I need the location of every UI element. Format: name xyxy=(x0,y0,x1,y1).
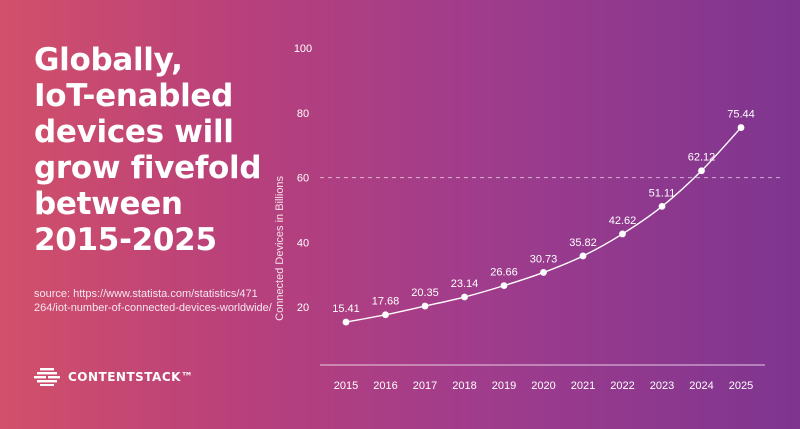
headline: Globally, IoT-enabled devices will grow … xyxy=(34,42,294,258)
y-tick-label: 20 xyxy=(297,302,309,314)
data-point-2025 xyxy=(737,124,745,131)
x-tick-label-2017: 2017 xyxy=(413,380,437,392)
x-tick-label-2023: 2023 xyxy=(650,380,674,392)
source-line-2: 264/iot-number-of-connected-devices-worl… xyxy=(34,302,272,314)
data-label-2023: 51.11 xyxy=(649,187,676,199)
data-point-2023 xyxy=(658,203,666,210)
data-label-2017: 20.35 xyxy=(411,287,439,299)
x-tick-label-2021: 2021 xyxy=(571,380,595,392)
y-axis-ticks: 20 40 60 80 100 xyxy=(294,43,312,314)
y-axis-label: Connected Devices in Billions xyxy=(274,175,286,320)
x-tick-label-2022: 2022 xyxy=(610,380,634,392)
x-tick-label-2020: 2020 xyxy=(531,380,555,392)
data-label-2025: 75.44 xyxy=(727,109,755,121)
x-axis-ticks: 2015 2016 2017 2018 2019 2020 2021 2022 2023 2024… xyxy=(334,380,753,392)
y-tick-label: 100 xyxy=(294,43,312,55)
data-label-2019: 26.66 xyxy=(490,267,518,279)
headline-line-3: devices will xyxy=(34,114,234,150)
data-point-2016 xyxy=(382,311,389,319)
data-point-2020 xyxy=(540,269,547,276)
headline-line-1: Globally, xyxy=(34,42,183,78)
brand-name: CONTENTSTACK™ xyxy=(68,370,194,384)
data-label-2016: 17.68 xyxy=(372,296,400,308)
data-label-2015: 15.41 xyxy=(332,303,360,315)
data-labels: 15.41 17.68 20.35 23.14 26.66 30.73 35.82 42.62… xyxy=(332,109,755,315)
brand-logo: CONTENTSTACK™ xyxy=(34,368,193,386)
y-tick-label: 80 xyxy=(297,108,309,120)
headline-line-5: between xyxy=(34,186,183,222)
headline-line-4: grow fivefold xyxy=(34,150,262,186)
x-tick-label-2024: 2024 xyxy=(689,380,713,392)
data-point-2022 xyxy=(619,230,626,238)
data-label-2020: 30.73 xyxy=(530,253,558,265)
data-point-2019 xyxy=(500,282,508,290)
data-label-2022: 42.62 xyxy=(609,215,637,227)
data-point-2018 xyxy=(461,293,468,301)
headline-line-2: IoT-enabled xyxy=(34,78,234,114)
x-tick-label-2018: 2018 xyxy=(452,380,476,392)
x-tick-label-2015: 2015 xyxy=(334,380,358,392)
data-label-2018: 23.14 xyxy=(451,278,479,290)
series-line xyxy=(345,127,742,323)
data-point-2017 xyxy=(421,302,429,310)
data-point-2021 xyxy=(579,252,587,260)
x-tick-label-2025: 2025 xyxy=(729,380,753,392)
data-label-2024: 62.12 xyxy=(688,152,716,164)
data-label-2021: 35.82 xyxy=(569,237,597,249)
data-point-2024 xyxy=(698,167,705,175)
data-point-2015 xyxy=(342,318,350,326)
contentstack-logo-icon xyxy=(34,368,60,386)
x-tick-label-2019: 2019 xyxy=(492,380,516,392)
x-tick-label-2016: 2016 xyxy=(373,380,397,392)
data-points xyxy=(342,124,745,326)
source-citation: source: https://www.statista.com/statist… xyxy=(34,287,274,315)
y-tick-label: 60 xyxy=(297,173,309,185)
y-tick-label: 40 xyxy=(297,237,309,249)
headline-line-6: 2015-2025 xyxy=(34,222,217,258)
source-line-1: source: https://www.statista.com/statist… xyxy=(34,288,258,300)
